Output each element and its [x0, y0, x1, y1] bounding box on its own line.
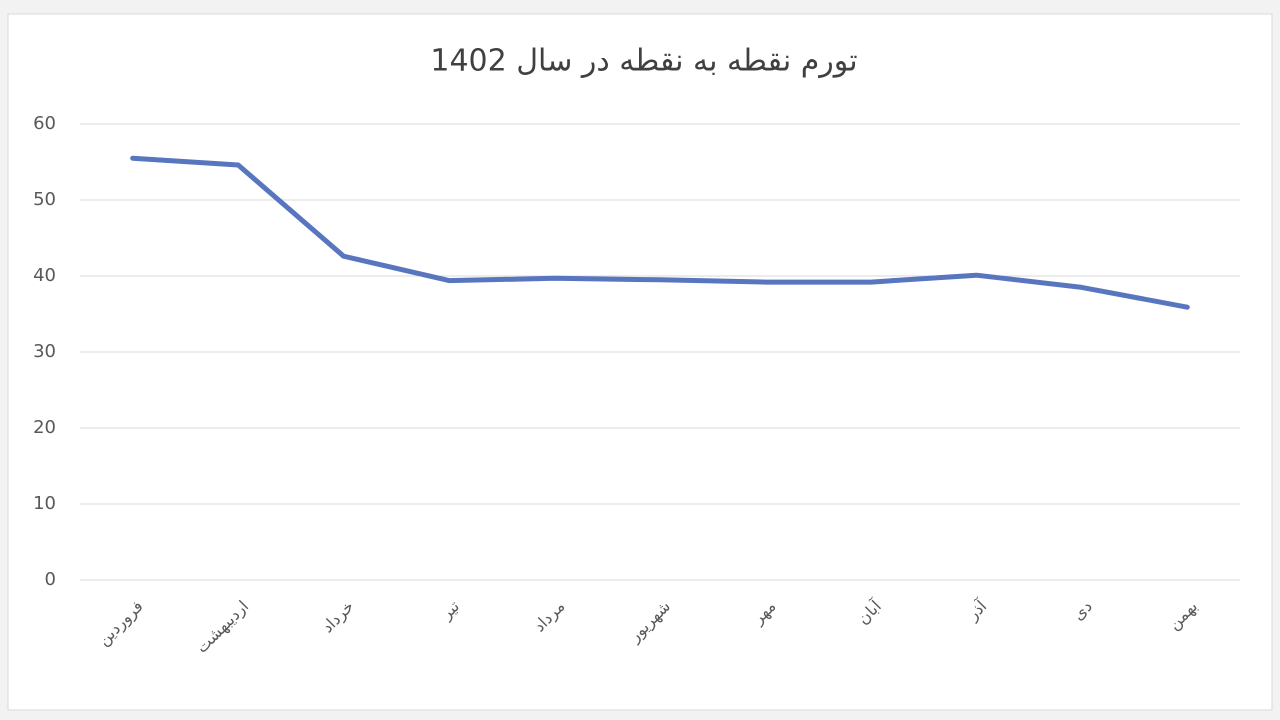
y-tick-label: 30 — [33, 341, 56, 362]
y-tick-label: 40 — [33, 265, 56, 286]
chart-title: تورم نقطه به نقطه در سال 1402 — [430, 44, 857, 79]
y-tick-label: 10 — [33, 493, 56, 514]
y-tick-label: 50 — [33, 189, 56, 210]
chart-area — [7, 13, 1273, 711]
data-line — [130, 155, 1190, 310]
y-tick-label: 0 — [45, 569, 56, 590]
y-tick-label: 20 — [33, 417, 56, 438]
y-tick-label: 60 — [33, 113, 56, 134]
